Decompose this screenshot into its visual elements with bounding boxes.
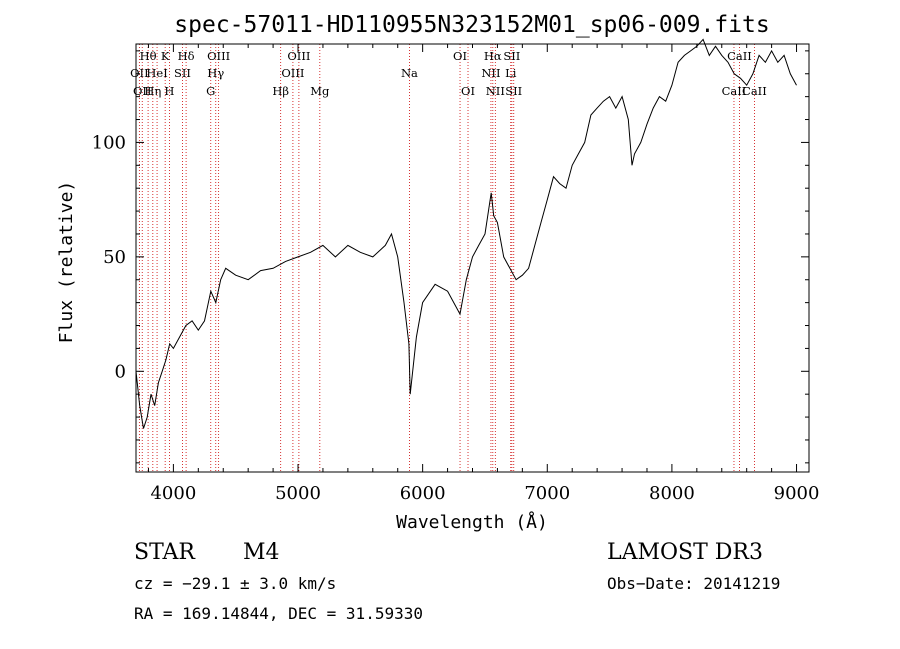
line-marker-label: CaII: [722, 84, 747, 98]
x-tick-label: 5000: [275, 483, 321, 504]
spectrum-series-line: [135, 38, 797, 429]
line-marker-label: Li: [505, 66, 517, 80]
line-marker-label: Hθ: [140, 49, 157, 63]
line-marker-label: Hδ: [178, 49, 195, 63]
object-type: STAR: [134, 540, 195, 565]
line-marker-label: HeI: [146, 66, 167, 80]
line-marker-label: OI: [461, 84, 475, 98]
redshift-velocity: cz = −29.1 ± 3.0 km/s: [134, 574, 337, 593]
x-tick-label: 6000: [400, 483, 446, 504]
line-marker-label: Na: [401, 66, 418, 80]
line-marker-label: NII: [486, 84, 505, 98]
line-marker-label: OIII: [207, 49, 230, 63]
ra-dec-coordinates: RA = 169.14844, DEC = 31.59330: [134, 604, 423, 623]
line-marker-label: NII: [481, 66, 500, 80]
line-marker-label: CaII: [727, 49, 752, 63]
line-marker-label: G: [206, 84, 215, 98]
survey-name: LAMOST DR3: [607, 540, 763, 565]
chart-title: spec-57011-HD110955N323152M01_sp06-009.f…: [174, 12, 769, 38]
line-marker-label: Hα: [484, 49, 502, 63]
x-tick-label: 4000: [150, 483, 196, 504]
line-marker-label: SII: [505, 84, 522, 98]
x-axis-ticks: 4000 5000 6000 7000 8000 9000: [147, 44, 820, 504]
line-marker-label: H: [164, 84, 174, 98]
observation-date: Obs−Date: 20141219: [607, 574, 781, 593]
y-tick-label: 0: [115, 361, 126, 382]
line-marker-label: OII: [133, 84, 152, 98]
line-marker-label: Hγ: [207, 66, 224, 80]
line-marker-label: Hη: [144, 84, 161, 98]
line-marker-label: OI: [453, 49, 467, 63]
y-tick-label: 100: [92, 132, 126, 153]
line-marker-label: OIII: [281, 66, 304, 80]
emission-line-markers: [138, 44, 755, 472]
x-tick-label: 7000: [524, 483, 570, 504]
line-marker-label: K: [161, 49, 170, 63]
x-tick-label: 9000: [774, 483, 820, 504]
line-marker-label: CaII: [742, 84, 767, 98]
emission-line-labels: OIIOIIHθHηHeIKHSIIHδGHγOIIIHβOIIIOIIIMgN…: [130, 49, 767, 98]
spectral-class: M4: [243, 540, 280, 565]
y-axis-label: Flux (relative): [56, 181, 77, 344]
line-marker-label: SII: [503, 49, 520, 63]
x-axis-label: Wavelength (Å): [396, 511, 548, 533]
line-marker-label: Mg: [310, 84, 330, 98]
line-marker-label: OII: [130, 66, 149, 80]
line-marker-label: Hβ: [272, 84, 289, 98]
line-marker-label: SII: [174, 66, 191, 80]
line-marker-label: OIII: [287, 49, 310, 63]
y-axis-ticks: 0 50 100: [92, 50, 809, 464]
y-tick-label: 50: [103, 247, 126, 268]
x-tick-label: 8000: [649, 483, 695, 504]
